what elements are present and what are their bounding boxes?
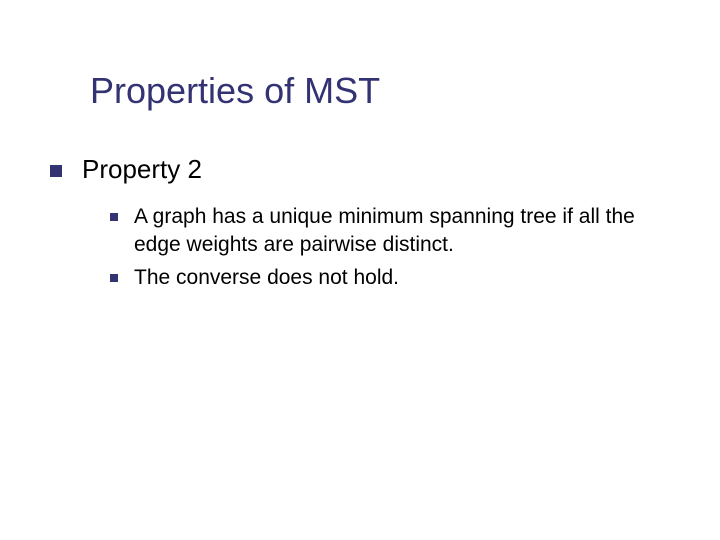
bullet-level2: The converse does not hold.: [110, 264, 670, 292]
bullet-level2: A graph has a unique minimum spanning tr…: [110, 203, 670, 260]
square-bullet-icon: [50, 165, 62, 177]
square-bullet-icon: [110, 213, 118, 221]
slide-container: Properties of MST Property 2 A graph has…: [0, 0, 720, 540]
square-bullet-icon: [110, 274, 118, 282]
slide-title: Properties of MST: [90, 70, 670, 112]
level2-text: A graph has a unique minimum spanning tr…: [134, 203, 664, 260]
level2-list: A graph has a unique minimum spanning tr…: [110, 203, 670, 292]
bullet-level1: Property 2: [50, 154, 670, 185]
level2-text: The converse does not hold.: [134, 264, 399, 292]
level1-text: Property 2: [82, 154, 202, 185]
